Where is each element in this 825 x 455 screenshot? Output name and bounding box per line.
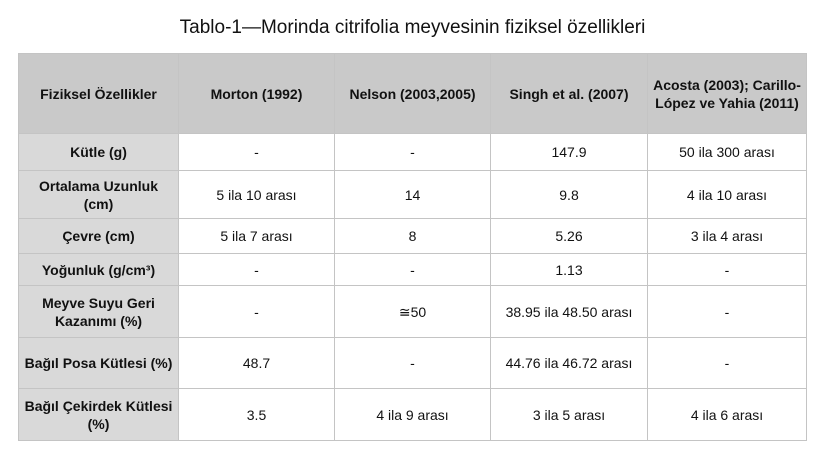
- header-cell: Nelson (2003,2005): [334, 53, 491, 134]
- table-row: Kütle (g) - -147.9 50 ila 300 arası: [18, 133, 807, 171]
- table-cell: 4 ila 6 arası: [647, 388, 807, 441]
- data-table: Fiziksel Özellikler Morton (1992) Nelson (…: [18, 53, 807, 441]
- table-cell: 9.8: [490, 170, 648, 219]
- header-cell: Singh et al. (2007): [490, 53, 648, 134]
- row-label: Meyve Suyu Geri Kazanımı (%): [18, 285, 179, 338]
- table-cell: -: [178, 133, 335, 171]
- table-cell: -: [334, 133, 491, 171]
- table-cell: 5.26: [490, 218, 648, 254]
- table-cell: 4 ila 10 arası: [647, 170, 807, 219]
- header-cell: Acosta (2003); Carillo-López ve Yahia (2…: [647, 53, 807, 134]
- row-label: Yoğunluk (g/cm³): [18, 253, 179, 286]
- table-row: Meyve Suyu Geri Kazanımı (%) - ≅50 38.95 il…: [18, 285, 807, 338]
- table-cell: 14: [334, 170, 491, 219]
- table-cell: ≅50: [334, 285, 491, 338]
- table-cell: 147.9: [490, 133, 648, 171]
- table-cell: -: [647, 337, 807, 389]
- table-cell: 3.5: [178, 388, 335, 441]
- table-cell: 48.7: [178, 337, 335, 389]
- table-row: Çevre (cm) 5 ila 7 arası 8 5.26 3 ila 4 aras…: [18, 218, 807, 254]
- table-cell: 8: [334, 218, 491, 254]
- row-label: Bağıl Çekirdek Kütlesi (%): [18, 388, 179, 441]
- table-cell: -: [178, 253, 335, 286]
- row-label: Kütle (g): [18, 133, 179, 171]
- table-cell: -: [334, 337, 491, 389]
- table-row: Bağıl Posa Kütlesi (%) 48.7-44.76 ila 46.…: [18, 337, 807, 389]
- table-cell: -: [334, 253, 491, 286]
- table-title: Tablo-1—Morinda citrifolia meyvesinin fi…: [179, 17, 646, 38]
- table-cell: 5 ila 7 arası: [178, 218, 335, 254]
- row-label: Bağıl Posa Kütlesi (%): [18, 337, 179, 389]
- table-cell: 44.76 ila 46.72 arası: [490, 337, 648, 389]
- table-row: Bağıl Çekirdek Kütlesi (%) 3.5 4 ila 9 ara…: [18, 388, 807, 441]
- table-cell: 4 ila 9 arası: [334, 388, 491, 441]
- table-cell: 50 ila 300 arası: [647, 133, 807, 171]
- table-row: Ortalama Uzunluk (cm) 5 ila 10 arası 14 9.8…: [18, 170, 807, 219]
- row-label: Ortalama Uzunluk (cm): [18, 170, 179, 219]
- row-label: Çevre (cm): [18, 218, 179, 254]
- table-cell: 1.13: [490, 253, 648, 286]
- table-cell: 5 ila 10 arası: [178, 170, 335, 219]
- header-row: Fiziksel Özellikler Morton (1992) Nelson (…: [18, 53, 807, 134]
- header-cell: Fiziksel Özellikler: [18, 53, 179, 134]
- table-cell: -: [647, 285, 807, 338]
- table-cell: 3 ila 5 arası: [490, 388, 648, 441]
- table-row: Yoğunluk (g/cm³) - -1.13-: [18, 253, 807, 286]
- table-cell: -: [178, 285, 335, 338]
- table-cell: 3 ila 4 arası: [647, 218, 807, 254]
- header-cell: Morton (1992): [178, 53, 335, 134]
- table-cell: 38.95 ila 48.50 arası: [490, 285, 648, 338]
- table-cell: -: [647, 253, 807, 286]
